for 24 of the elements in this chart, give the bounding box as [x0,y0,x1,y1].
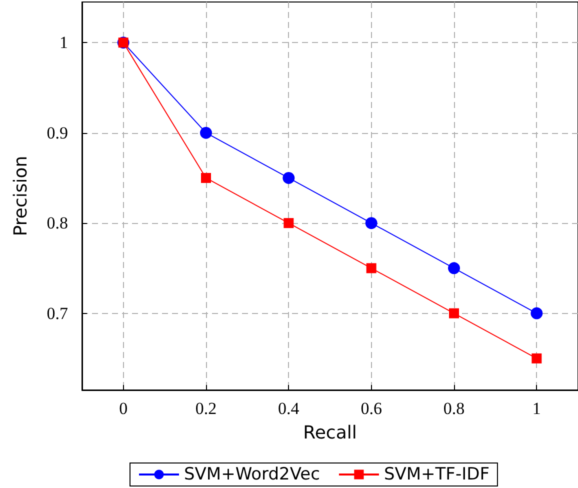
point [200,126,212,139]
point [530,307,543,320]
point [201,172,211,183]
x-axis-title: Recall [303,422,357,444]
y-tick-label: 0.8 [46,214,68,233]
legend-label: SVM+TF-IDF [384,464,490,484]
legend-label: SVM+Word2Vec [184,464,320,484]
point [284,218,294,228]
x-tick-label: 0.8 [443,399,465,418]
y-tick-label: 1 [60,33,68,52]
point [282,172,295,184]
x-tick-label: 1 [532,399,541,418]
x-tick-label: 0.4 [278,399,300,418]
point [366,263,376,274]
point [449,308,459,318]
x-tick-label: 0.2 [195,399,217,418]
point [365,217,378,230]
point [448,262,460,274]
y-axis-title: Precision [10,156,32,236]
point [532,353,542,364]
y-tick-label: 0.7 [46,304,68,323]
x-tick-label: 0.6 [360,399,382,418]
x-tick-label: 0 [119,399,128,418]
y-tick-label: 0.9 [46,123,68,142]
